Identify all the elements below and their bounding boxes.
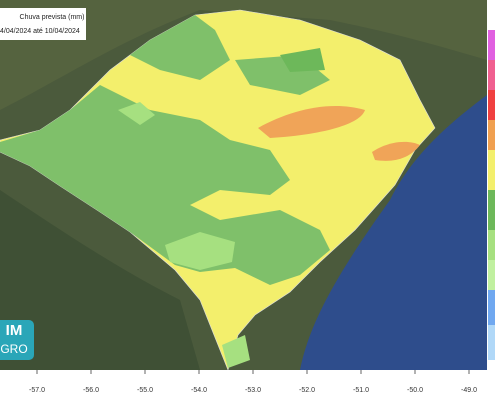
x-tick-label: -54.0 [191,387,207,394]
logo-text: GRO [0,342,27,356]
x-tick-label: -52.0 [299,387,315,394]
legend-title: Chuva prevista (mm) [20,14,85,21]
rain-area-mid [0,85,330,285]
land-texture [0,190,200,370]
rain-area-light [222,335,250,368]
rain-area-light [165,232,235,270]
legend-swatch [488,325,495,360]
rain-area-high [258,106,365,138]
x-tick-label: -53.0 [245,387,261,394]
legend-box [0,8,86,40]
x-tick-label: -49.0 [461,387,477,394]
legend-swatch [488,120,495,150]
legend-swatch [488,290,495,325]
x-tick-label: -50.0 [407,387,423,394]
legend-swatch [488,150,495,190]
legend-swatch [488,30,495,60]
land-texture [0,0,487,110]
logo [0,320,34,360]
axis-strip [0,370,495,400]
rain-area-high [372,141,420,161]
legend-period: 4/04/2024 até 10/04/2024 [0,28,80,35]
legend-swatch [488,260,495,290]
x-tick-label: -56.0 [83,387,99,394]
legend-colors [488,30,495,360]
legend-swatch [488,190,495,230]
x-tick-label: -57.0 [29,387,45,394]
legend-swatch [488,60,495,90]
rain-area-mid [130,15,230,80]
legend-swatch [488,230,495,260]
ocean [300,95,487,370]
x-tick-label: -55.0 [137,387,153,394]
logo-text: IM [6,322,23,339]
rain-area-mid [280,48,325,72]
rain-area-light [118,102,155,125]
x-tick-label: -51.0 [353,387,369,394]
legend-swatch [488,90,495,120]
